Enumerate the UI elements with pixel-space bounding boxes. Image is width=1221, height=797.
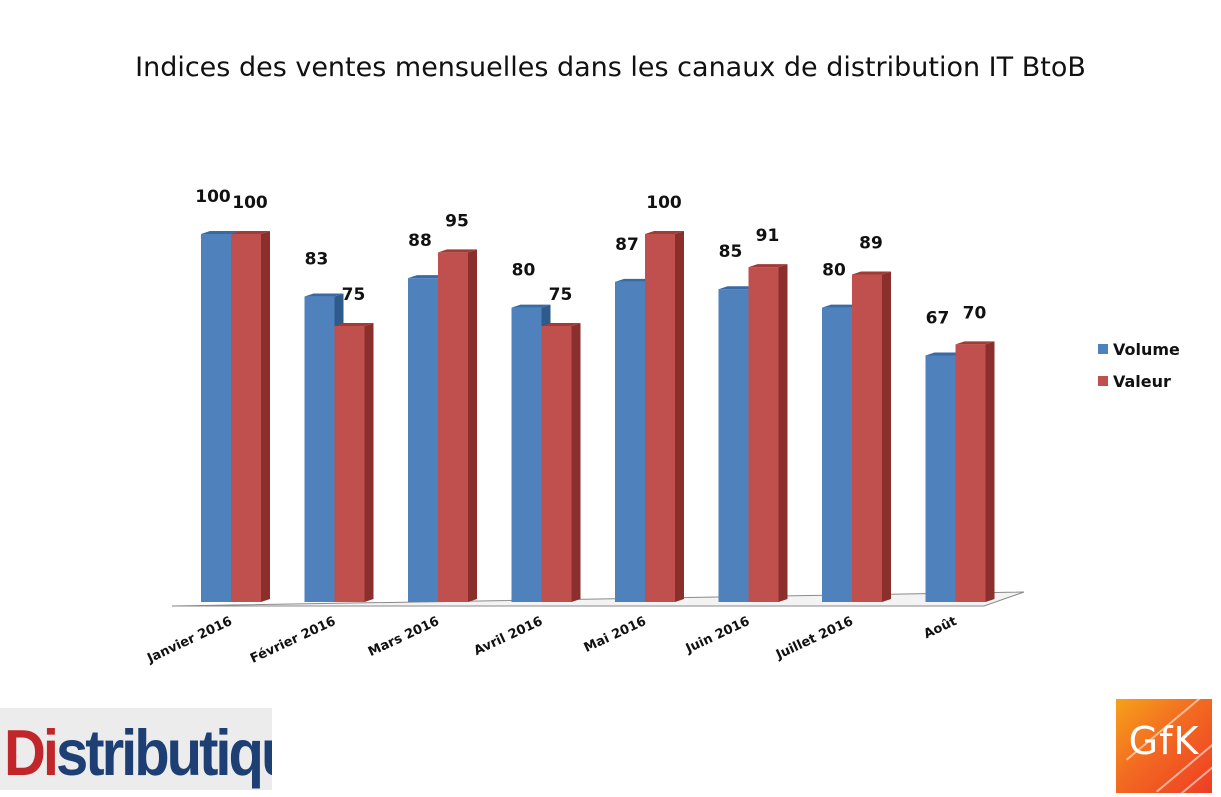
- value-label-valeur-5: 100: [646, 193, 682, 213]
- value-label-volume-3: 88: [408, 231, 432, 251]
- value-label-valeur-6: 91: [756, 226, 780, 246]
- bar-top: [955, 341, 995, 345]
- bar-front: [201, 234, 231, 602]
- bar-front: [231, 234, 261, 602]
- gfk-logo: GfK: [1116, 699, 1212, 793]
- bar-top: [334, 323, 374, 326]
- bar-top: [231, 231, 270, 234]
- bar-top: [408, 275, 447, 279]
- value-label-volume-1: 100: [195, 187, 231, 207]
- bar-top: [201, 231, 240, 234]
- category-label-4: Avril 2016: [472, 614, 546, 659]
- bar-top: [511, 304, 551, 308]
- chart-title: Indices des ventes mensuelles dans les c…: [135, 52, 1086, 83]
- bar-front: [408, 278, 438, 602]
- bar-front: [822, 307, 852, 602]
- bar-top: [718, 286, 758, 290]
- value-label-valeur-4: 75: [549, 285, 573, 305]
- category-label-5: Mai 2016: [582, 614, 649, 656]
- bar-front: [645, 234, 675, 602]
- value-label-volume-2: 83: [305, 250, 329, 270]
- value-label-volume-8: 67: [926, 308, 950, 328]
- bar-valeur-3: [438, 249, 477, 602]
- bar-valeur-7: [852, 271, 891, 602]
- bar-front: [748, 267, 779, 602]
- bar-side: [778, 264, 788, 602]
- bar-side: [468, 249, 477, 602]
- category-label-7: Juillet 2016: [773, 614, 856, 663]
- bar-valeur-1: [231, 231, 270, 602]
- legend-item-valeur: Valeur: [1098, 370, 1180, 392]
- bar-front: [718, 289, 749, 602]
- bar-side: [882, 271, 891, 602]
- bar-front: [334, 326, 365, 602]
- bar-valeur-5: [645, 231, 684, 602]
- category-label-8: Août: [922, 614, 960, 642]
- bar-top: [822, 304, 861, 308]
- bar-top: [541, 323, 581, 326]
- value-label-volume-5: 87: [615, 235, 639, 255]
- category-label-2: Février 2016: [248, 614, 338, 667]
- category-label-1: Janvier 2016: [144, 614, 234, 667]
- bar-top: [438, 249, 477, 253]
- bar-front: [438, 252, 468, 602]
- bar-front: [511, 307, 542, 602]
- bar-top: [615, 278, 654, 282]
- distributique-logo: Distributique: [0, 708, 272, 790]
- value-label-valeur-8: 70: [963, 303, 987, 323]
- value-label-valeur-3: 95: [445, 211, 469, 231]
- legend-item-volume: Volume: [1098, 338, 1180, 360]
- bar-front: [304, 296, 335, 602]
- distributique-wordmark: Distributique: [4, 716, 272, 790]
- chart-legend: Volume Valeur: [1098, 338, 1180, 402]
- bar-top: [852, 271, 891, 275]
- bar-front: [852, 274, 882, 602]
- gfk-wordmark: GfK: [1128, 719, 1200, 763]
- bar-valeur-8: [955, 341, 995, 602]
- bar-front: [541, 326, 572, 602]
- legend-label-valeur: Valeur: [1113, 371, 1171, 391]
- bar-top: [748, 264, 788, 268]
- bar-side: [364, 323, 374, 602]
- bar-top: [925, 352, 965, 356]
- bar-side: [675, 231, 684, 602]
- bar-side: [571, 323, 581, 602]
- bar-front: [615, 281, 645, 602]
- bar-valeur-6: [748, 264, 788, 602]
- bar-top: [304, 293, 344, 297]
- value-label-volume-6: 85: [719, 242, 743, 262]
- value-label-volume-7: 80: [822, 261, 846, 281]
- legend-label-volume: Volume: [1113, 339, 1180, 359]
- bar-front: [955, 344, 986, 602]
- bar-top: [645, 231, 684, 234]
- category-label-3: Mars 2016: [366, 614, 442, 660]
- value-label-valeur-2: 75: [342, 285, 366, 305]
- legend-swatch-valeur: [1098, 376, 1108, 386]
- bar-side: [985, 341, 995, 602]
- bar-front: [925, 355, 956, 602]
- value-label-volume-4: 80: [512, 261, 536, 281]
- bar-valeur-4: [541, 323, 581, 602]
- chart-floor: [171, 591, 1025, 607]
- legend-swatch-volume: [1098, 344, 1108, 354]
- bar-valeur-2: [334, 323, 374, 602]
- bar-side: [261, 231, 270, 602]
- value-label-valeur-1: 100: [232, 193, 268, 213]
- category-label-6: Juin 2016: [683, 614, 752, 657]
- value-label-valeur-7: 89: [859, 233, 883, 253]
